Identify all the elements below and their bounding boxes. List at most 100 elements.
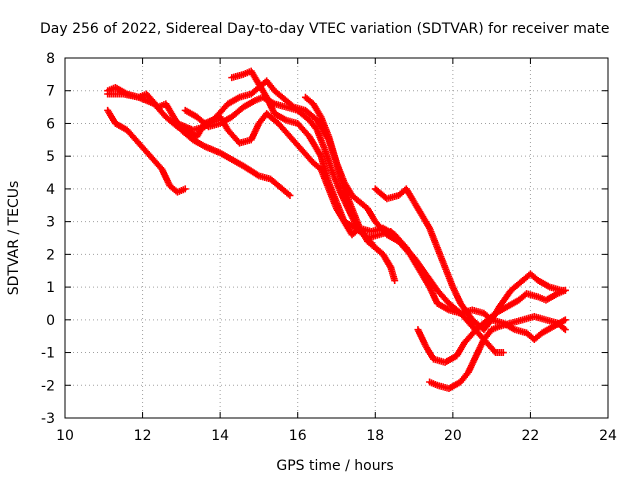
grid-lines [65, 58, 608, 418]
point-trail [329, 170, 344, 194]
x-tick-label: 10 [56, 428, 74, 444]
point-trail [183, 107, 199, 120]
y-tick-label: 0 [46, 313, 55, 329]
point-trail [152, 101, 169, 119]
point-trail [443, 353, 459, 365]
point-trail [191, 137, 207, 149]
point-trail [528, 271, 541, 283]
plot-frame [64, 57, 609, 419]
point-trail [303, 95, 316, 107]
point-trail [121, 90, 141, 101]
data-point [561, 326, 569, 334]
x-tick-label: 22 [522, 428, 540, 444]
point-trail [303, 108, 320, 123]
point-trail [435, 288, 452, 306]
y-tick-label: -2 [41, 378, 55, 394]
point-trail [373, 245, 385, 257]
point-trail [321, 147, 336, 175]
point-trail [314, 128, 328, 152]
point-trail [229, 156, 246, 169]
point-trail [485, 311, 498, 323]
point-trail [481, 327, 494, 342]
point-trail [423, 344, 436, 361]
point-trail [447, 379, 463, 392]
point-trail [532, 330, 545, 342]
series-track-6 [228, 67, 569, 343]
point-trail [229, 104, 246, 120]
point-trail [241, 163, 261, 179]
point-trail [536, 277, 552, 290]
point-trail [496, 288, 514, 309]
point-trail [493, 349, 505, 357]
x-axis-label: GPS time / hours [276, 458, 393, 474]
point-trail [357, 226, 371, 244]
series-track-3 [104, 90, 399, 285]
data-point [561, 316, 569, 324]
x-tick-label: 12 [134, 428, 152, 444]
point-trail [493, 304, 509, 316]
y-tick-label: 2 [46, 247, 55, 263]
point-trail [349, 206, 363, 230]
point-trail [175, 186, 187, 195]
x-tick-label: 20 [444, 428, 462, 444]
point-trail [272, 111, 288, 123]
point-trail [350, 193, 362, 205]
point-trail [113, 120, 129, 133]
point-trail [555, 320, 568, 332]
point-trail [214, 101, 231, 119]
point-trail [105, 108, 118, 126]
point-trail [225, 127, 242, 146]
point-trail [310, 101, 324, 119]
x-tick-label: 24 [599, 428, 617, 444]
point-trail [318, 154, 332, 185]
y-tick-label: 4 [46, 182, 55, 198]
data-point [286, 191, 294, 199]
point-trail [544, 291, 560, 303]
data-point [499, 349, 507, 357]
point-trail [280, 186, 292, 198]
point-trail [435, 300, 451, 313]
y-tick-label: 1 [46, 280, 55, 296]
point-trail [458, 301, 475, 322]
point-trail [381, 225, 397, 238]
point-trail [218, 114, 234, 127]
x-tick-labels: 10 12 14 16 18 20 22 24 [56, 428, 617, 444]
data-point [391, 277, 399, 285]
series-track-1 [104, 106, 189, 196]
point-trail [505, 297, 521, 310]
point-trail [426, 226, 441, 250]
point-trail [299, 147, 316, 165]
point-trail [272, 88, 285, 100]
point-trail [106, 84, 117, 94]
point-trail [295, 108, 312, 123]
point-trail [287, 134, 304, 152]
point-trail [226, 94, 242, 107]
y-tick-label: 7 [46, 84, 55, 100]
x-tick-label: 16 [289, 428, 307, 444]
x-tick-label: 18 [366, 428, 384, 444]
point-trail [241, 68, 253, 78]
point-trail [306, 134, 324, 159]
point-trail [392, 232, 409, 250]
point-trail [415, 265, 433, 289]
point-trail [276, 121, 293, 139]
point-trail [218, 150, 234, 163]
point-trail [508, 278, 525, 293]
y-tick-label: -1 [41, 346, 55, 362]
point-trail [325, 134, 340, 165]
point-trail [419, 213, 433, 231]
point-trail [357, 199, 370, 211]
point-trail [442, 265, 456, 289]
point-trail [540, 323, 556, 336]
point-trail [474, 317, 490, 332]
point-trail [148, 154, 165, 172]
y-axis-label: SDTVAR / TECUs [6, 181, 22, 296]
series-track-5 [181, 93, 507, 357]
data-point [561, 286, 569, 294]
point-trail [333, 160, 348, 191]
point-trail [264, 79, 277, 93]
point-trail [481, 317, 494, 332]
point-trail [325, 180, 340, 204]
point-trail [403, 187, 417, 204]
